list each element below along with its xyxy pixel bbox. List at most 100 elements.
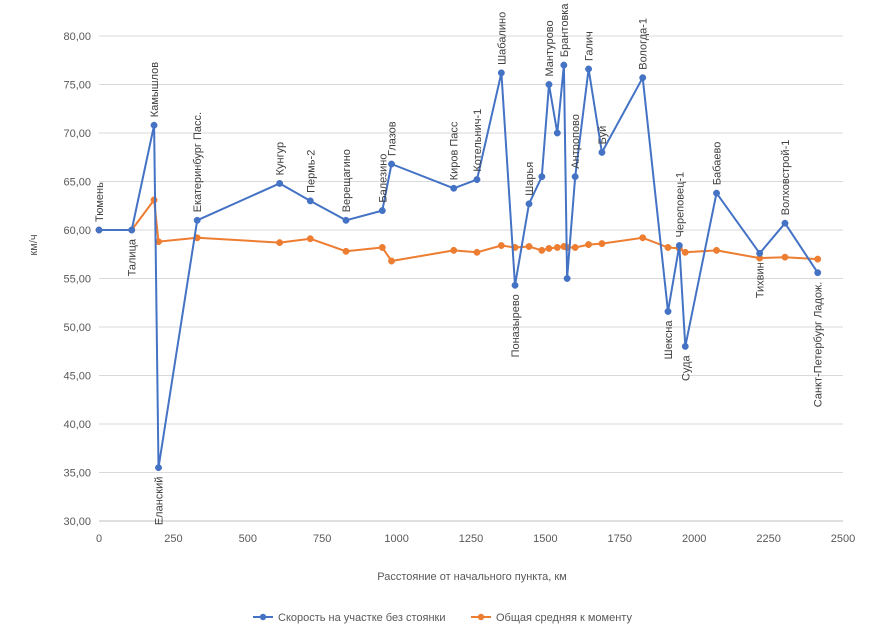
- data-point: [571, 244, 579, 251]
- data-point: [525, 243, 533, 250]
- x-tick-label: 2250: [756, 533, 780, 545]
- data-point: [639, 234, 647, 242]
- data-point: [497, 242, 505, 249]
- data-point: [713, 189, 720, 197]
- legend-label: Общая средняя к моменту: [496, 612, 632, 624]
- point-label: Котельнич-1: [472, 109, 484, 172]
- x-tick-label: 1000: [384, 533, 408, 545]
- x-tick-label: 750: [313, 533, 331, 545]
- x-tick-label: 2000: [682, 533, 706, 545]
- data-point: [388, 160, 395, 168]
- data-point: [342, 216, 350, 224]
- y-tick-label: 35,00: [63, 468, 91, 480]
- data-point: [450, 184, 458, 192]
- data-point: [388, 257, 395, 265]
- data-point: [585, 241, 593, 249]
- y-tick-label: 80,00: [63, 31, 91, 43]
- data-point: [511, 281, 519, 289]
- data-point: [814, 255, 822, 263]
- data-point: [276, 239, 284, 247]
- point-label: Мантурово: [544, 20, 556, 76]
- x-tick-label: 0: [96, 533, 102, 545]
- data-point: [497, 69, 505, 77]
- x-axis-title: Расстояние от начального пункта, км: [377, 571, 567, 583]
- data-point: [664, 308, 672, 315]
- point-label: Шексна: [663, 320, 675, 360]
- y-axis-title: км/ч: [28, 234, 40, 255]
- y-tick-label: 65,00: [63, 177, 91, 189]
- point-label: Брантовка: [559, 3, 571, 57]
- data-point: [598, 240, 606, 248]
- point-label: Кунгур: [275, 142, 287, 176]
- y-tick-label: 50,00: [63, 322, 91, 334]
- point-label: Глазов: [387, 121, 399, 156]
- data-point: [128, 226, 136, 234]
- data-point: [378, 244, 386, 251]
- y-tick-label: 75,00: [63, 80, 91, 92]
- x-tick-label: 1500: [533, 533, 557, 545]
- legend: Скорость на участке без стоянки Общая сре…: [253, 612, 632, 624]
- data-point: [781, 219, 789, 227]
- point-label: Череповец-1: [674, 172, 686, 238]
- data-point: [150, 121, 158, 129]
- legend-swatch-marker: [477, 613, 485, 621]
- data-point: [342, 247, 350, 255]
- data-point: [538, 173, 546, 181]
- data-point: [450, 246, 458, 254]
- point-label: Верещагино: [341, 149, 353, 212]
- data-point: [664, 244, 672, 251]
- data-point: [681, 248, 689, 256]
- data-point: [538, 246, 546, 254]
- data-point: [525, 200, 533, 208]
- legend-item: Скорость на участке без стоянки: [253, 612, 445, 624]
- data-point: [585, 65, 593, 73]
- point-label: Камышлов: [149, 62, 161, 117]
- data-point: [675, 242, 683, 249]
- legend-item: Общая средняя к моменту: [471, 612, 632, 624]
- point-label: Волховстрой-1: [780, 140, 792, 216]
- y-tick-label: 70,00: [63, 128, 91, 140]
- point-label: Шабалино: [496, 12, 508, 65]
- data-point: [756, 249, 764, 257]
- point-labels: Тюмень Талица Камышлов Еланский Екатеринбург…: [94, 3, 825, 526]
- data-point: [713, 246, 720, 254]
- data-point: [155, 464, 162, 472]
- point-label: Поназырево: [510, 294, 522, 357]
- point-label: Бабаево: [712, 142, 724, 185]
- series-layer: [95, 61, 822, 472]
- point-label: Пермь-2: [305, 150, 317, 193]
- data-point: [473, 248, 481, 256]
- point-label: Киров Пасс: [449, 121, 461, 180]
- data-point: [571, 173, 579, 181]
- point-label: Балезино: [377, 154, 389, 203]
- data-point: [306, 235, 314, 243]
- x-tick-label: 2500: [831, 533, 855, 545]
- data-point: [276, 179, 284, 187]
- point-label: Тюмень: [94, 182, 106, 222]
- point-label: Галич: [584, 31, 596, 61]
- x-tick-label: 500: [239, 533, 257, 545]
- point-label: Екатеринбург Пасс.: [192, 112, 204, 212]
- y-tick-label: 45,00: [63, 371, 91, 383]
- point-label: Санкт-Петербург Ладож.: [813, 282, 825, 408]
- x-tick-label: 250: [164, 533, 182, 545]
- point-label: Буй: [597, 126, 609, 145]
- y-axis-ticks: 30,00 35,00 40,00 45,00 50,00 55,00 60,00 65,00…: [63, 31, 91, 528]
- gridlines: [99, 35, 843, 522]
- point-label: Шарья: [524, 162, 536, 196]
- data-point: [306, 197, 314, 205]
- point-label: Антропово: [570, 114, 582, 169]
- x-tick-label: 1750: [608, 533, 632, 545]
- point-label: Суда: [680, 355, 692, 381]
- data-point: [193, 216, 201, 224]
- legend-label: Скорость на участке без стоянки: [278, 612, 445, 624]
- y-tick-label: 55,00: [63, 274, 91, 286]
- data-point: [545, 244, 553, 252]
- data-point: [95, 226, 103, 234]
- x-axis-ticks: 0 250 500 750 1000 1250 1500 1750 2000 2250 2500: [96, 533, 855, 545]
- data-point: [598, 148, 606, 156]
- point-label: Еланский: [154, 477, 166, 526]
- y-tick-label: 60,00: [63, 225, 91, 237]
- data-point: [545, 81, 553, 88]
